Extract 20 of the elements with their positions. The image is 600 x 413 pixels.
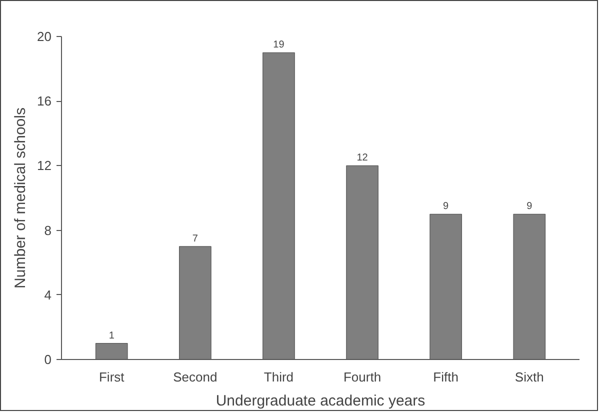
y-tick-label: 12 xyxy=(37,158,52,174)
y-tick-label: 8 xyxy=(44,222,52,238)
data-label: 9 xyxy=(526,201,533,212)
x-tick-label: Fifth xyxy=(433,370,458,384)
data-label: 7 xyxy=(192,233,198,244)
y-tick-label: 4 xyxy=(44,287,52,302)
y-tick-label: 16 xyxy=(37,94,52,109)
x-tick-label: Third xyxy=(264,370,294,384)
y-tick-label: 20 xyxy=(37,29,52,44)
x-tick-label: Fourth xyxy=(343,370,382,384)
x-tick-label: Second xyxy=(173,370,218,384)
y-axis-title: Number of medical schools xyxy=(12,108,30,288)
data-label: 9 xyxy=(443,201,450,212)
data-label: 1 xyxy=(108,330,115,342)
data-label: 19 xyxy=(273,40,285,51)
x-axis-title: Undergraduate academic years xyxy=(216,392,426,410)
x-tick-label: Sixth xyxy=(514,370,544,384)
data-label: 12 xyxy=(356,152,368,164)
x-tick-label: First xyxy=(98,370,125,384)
y-tick-label: 0 xyxy=(44,352,52,367)
